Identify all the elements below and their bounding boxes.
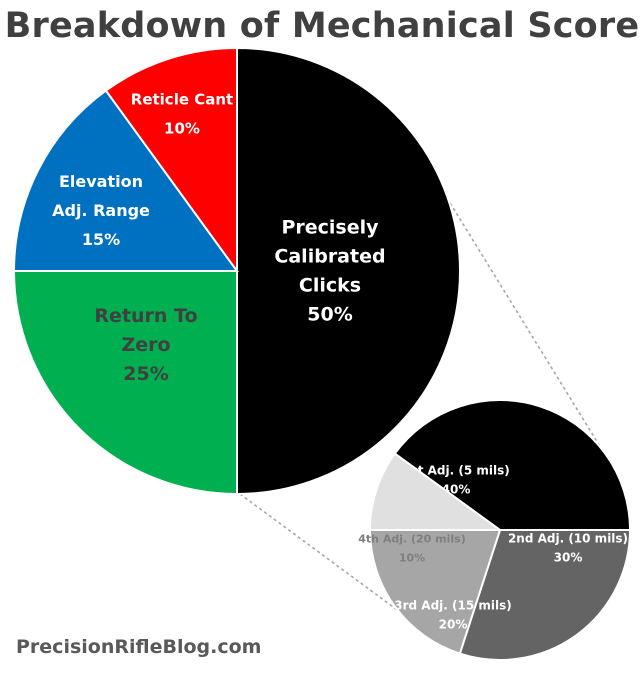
pie0-slice-2-label: Elevation Adj. Range 15% <box>52 172 150 249</box>
pie0-slice-1-label: Return To Zero 25% <box>94 305 197 385</box>
connector-line-top <box>446 197 605 454</box>
pie1-slice-1 <box>458 529 632 661</box>
watermark: PrecisionRifleBlog.com <box>16 636 262 658</box>
pie0-slice-0 <box>236 46 461 496</box>
pie0-slice-3-label: Reticle Cant 10% <box>131 90 233 137</box>
pie1-slice-2-label: 3rd Adj. (15 mils) 20% <box>394 598 511 631</box>
pie0-slice-2 <box>12 89 239 272</box>
pie0-slice-3 <box>104 46 238 275</box>
pie1-slice-2 <box>368 529 502 655</box>
pie0-slice-0-label: Precisely Calibrated Clicks 50% <box>274 216 385 325</box>
pie1-slice-3-label: 4th Adj. (20 mils) 10% <box>358 533 465 565</box>
pie1-slice-3 <box>368 452 504 531</box>
chart-title: Breakdown of Mechanical Score <box>4 6 640 46</box>
pie1-slice-0 <box>393 399 632 531</box>
pie1-slice-1-label: 2nd Adj. (10 mils) 30% <box>508 531 628 564</box>
pie0-slice-1 <box>12 270 238 496</box>
